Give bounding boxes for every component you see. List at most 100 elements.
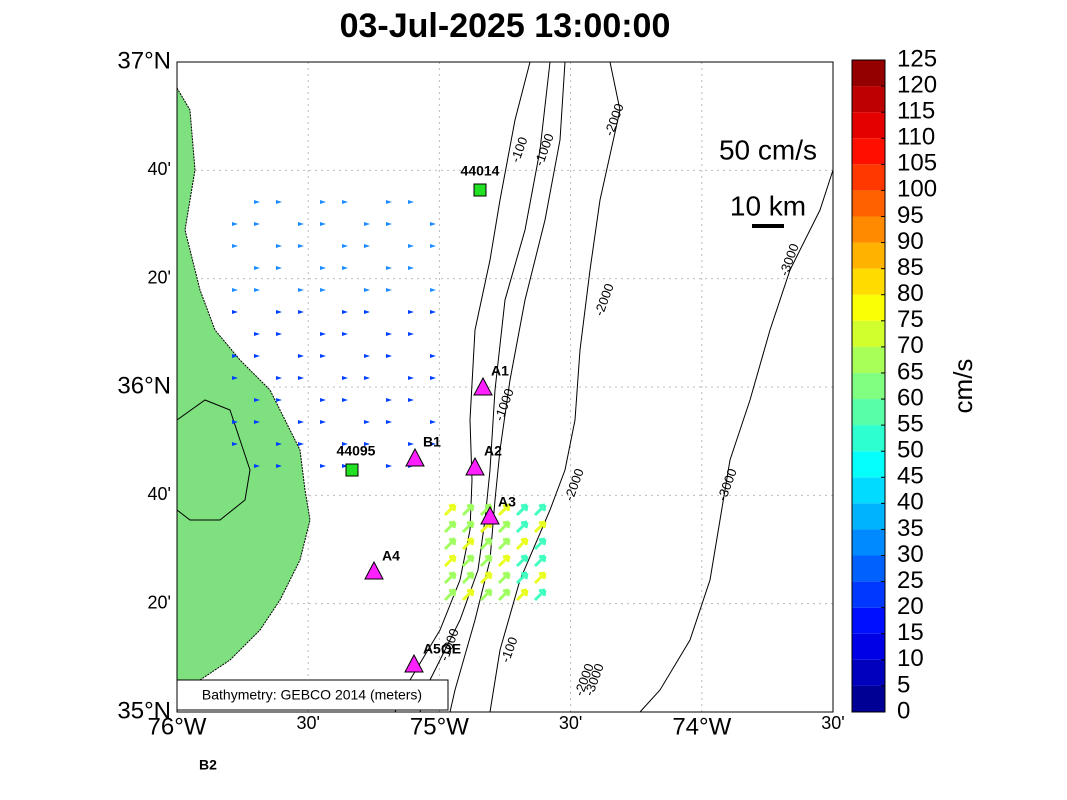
colorbar-bin (852, 633, 885, 660)
colorbar-tick-label: 120 (897, 71, 937, 98)
vector (298, 442, 304, 446)
vector (364, 222, 370, 226)
vector (386, 266, 392, 270)
vector (461, 554, 475, 568)
lon-tick-label: 30' (296, 713, 319, 733)
vector (430, 310, 436, 314)
vector (254, 266, 260, 270)
colorbar-bin (852, 555, 885, 582)
vector (515, 588, 529, 602)
colorbar-tick-label: 15 (897, 619, 924, 646)
colorbar-bin (852, 164, 885, 191)
vector (479, 554, 493, 568)
vector (298, 310, 304, 314)
vector (408, 376, 414, 380)
station-label: B1 (423, 434, 441, 450)
vector (461, 520, 475, 534)
vector (497, 503, 511, 517)
station-label: A5OE (423, 641, 461, 657)
vector (320, 222, 326, 226)
vector (430, 244, 436, 248)
vector (461, 571, 475, 585)
vector (533, 571, 547, 585)
vector (386, 398, 392, 402)
vector (443, 520, 457, 534)
vector (298, 420, 304, 424)
colorbar-tick-label: 10 (897, 645, 924, 672)
station-label: 44095 (337, 443, 376, 459)
vector (386, 420, 392, 424)
vector (430, 442, 436, 446)
colorbar-bin (852, 659, 885, 686)
vector (497, 571, 511, 585)
vector (497, 537, 511, 551)
vector (254, 288, 260, 292)
scale-speed: 50 cm/s (719, 134, 817, 165)
island (176, 399, 251, 521)
colorbar-tick-label: 40 (897, 489, 924, 516)
vector (320, 332, 326, 336)
vector (320, 288, 326, 292)
colorbar-tick-label: 60 (897, 384, 924, 411)
colorbar-bin (852, 607, 885, 634)
vector (276, 244, 282, 248)
vector (320, 398, 326, 402)
vector (320, 420, 326, 424)
vector (443, 503, 457, 517)
vector (515, 571, 529, 585)
vector (254, 200, 260, 204)
vector (342, 266, 348, 270)
colorbar-bin (852, 320, 885, 347)
vector (479, 537, 493, 551)
map-frame (176, 61, 834, 713)
vector (408, 332, 414, 336)
colorbar-tick-label: 125 (897, 45, 937, 72)
title: 03-Jul-2025 13:00:00 (340, 7, 671, 45)
colorbar-tick-label: 65 (897, 358, 924, 385)
vector (497, 588, 511, 602)
vector (364, 288, 370, 292)
vector (479, 571, 493, 585)
colorbar-bin (852, 346, 885, 373)
vector (342, 310, 348, 314)
colorbar-bin (852, 268, 885, 295)
colorbar-label: cm/s (948, 359, 978, 414)
colorbar-tick-label: 75 (897, 306, 924, 333)
lon-tick-label: 75°W (410, 713, 469, 740)
vector (276, 266, 282, 270)
vector (461, 588, 475, 602)
vector (320, 354, 326, 358)
vector (430, 288, 436, 292)
lon-tick-label: 74°W (672, 713, 731, 740)
vector (443, 588, 457, 602)
colorbar-bin (852, 216, 885, 243)
vector (386, 222, 392, 226)
vector (364, 442, 370, 446)
colorbar-bin (852, 138, 885, 165)
colorbar-bin (852, 477, 885, 504)
station-marker (364, 560, 384, 580)
vector (497, 554, 511, 568)
vector (408, 442, 414, 446)
vector (320, 464, 326, 468)
colorbar-bin (852, 581, 885, 608)
note-box (176, 679, 449, 711)
lat-tick-label: 20' (148, 267, 171, 287)
station-marker (480, 505, 500, 525)
vector (408, 266, 414, 270)
scale-distance: 10 km (730, 190, 806, 221)
colorbar-bin (852, 60, 885, 87)
colorbar-tick-label: 100 (897, 176, 937, 203)
vector (364, 310, 370, 314)
colorbar-bin (852, 294, 885, 321)
colorbar-bin (852, 529, 885, 556)
vector (254, 222, 260, 226)
vector (430, 420, 436, 424)
vector (533, 503, 547, 517)
land (176, 86, 311, 691)
vector (408, 398, 414, 402)
vector (461, 537, 475, 551)
vector (276, 442, 282, 446)
vector (254, 332, 260, 336)
contours (394, 61, 834, 713)
